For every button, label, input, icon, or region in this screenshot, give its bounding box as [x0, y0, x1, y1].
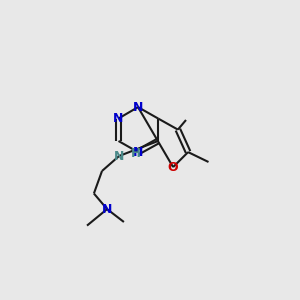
Text: O: O — [168, 160, 178, 174]
Text: H: H — [131, 147, 140, 160]
Text: N: N — [114, 149, 124, 163]
Text: N: N — [113, 112, 124, 125]
Text: N: N — [133, 100, 143, 114]
Text: N: N — [102, 202, 112, 216]
Text: N: N — [133, 146, 143, 159]
